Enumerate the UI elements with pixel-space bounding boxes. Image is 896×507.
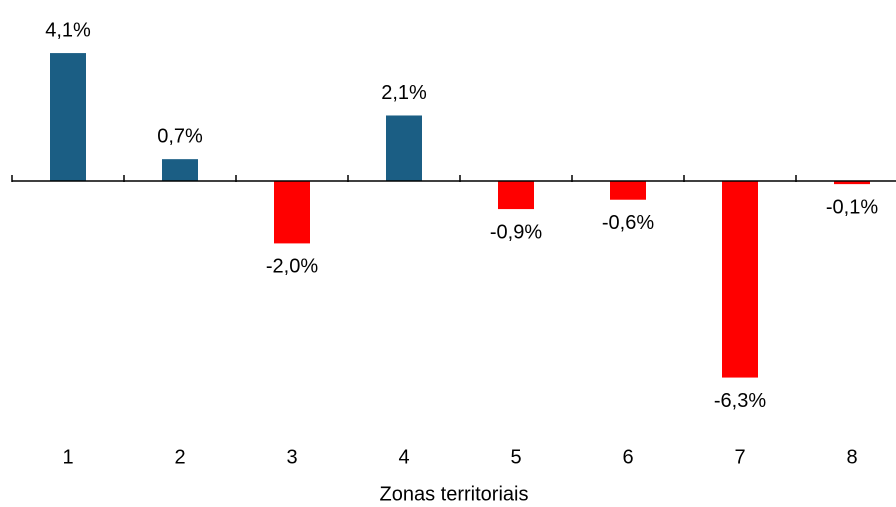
bar xyxy=(274,181,310,244)
x-tick-label: 2 xyxy=(174,446,185,468)
bar xyxy=(834,181,870,185)
x-tick-label: 8 xyxy=(846,446,857,468)
bar xyxy=(50,53,86,181)
value-label: 0,7% xyxy=(157,125,203,147)
x-tick-label: 7 xyxy=(734,446,745,468)
x-tick-label: 6 xyxy=(622,446,633,468)
value-label: -0,9% xyxy=(490,221,542,243)
x-tick-label: 4 xyxy=(398,446,409,468)
value-label: -2,0% xyxy=(266,256,318,278)
x-axis-title: Zonas territoriais xyxy=(380,483,529,505)
value-label: -0,1% xyxy=(826,196,878,218)
x-tick-label: 1 xyxy=(62,446,73,468)
bar xyxy=(610,181,646,200)
bar xyxy=(386,115,422,181)
bar xyxy=(722,181,758,378)
bar xyxy=(162,159,198,181)
x-tick-label: 5 xyxy=(510,446,521,468)
x-tick-label: 3 xyxy=(286,446,297,468)
value-label: -0,6% xyxy=(602,212,654,234)
value-label: 4,1% xyxy=(45,19,91,41)
value-label: -6,3% xyxy=(714,390,766,412)
bar xyxy=(498,181,534,210)
value-label: 2,1% xyxy=(381,82,427,104)
